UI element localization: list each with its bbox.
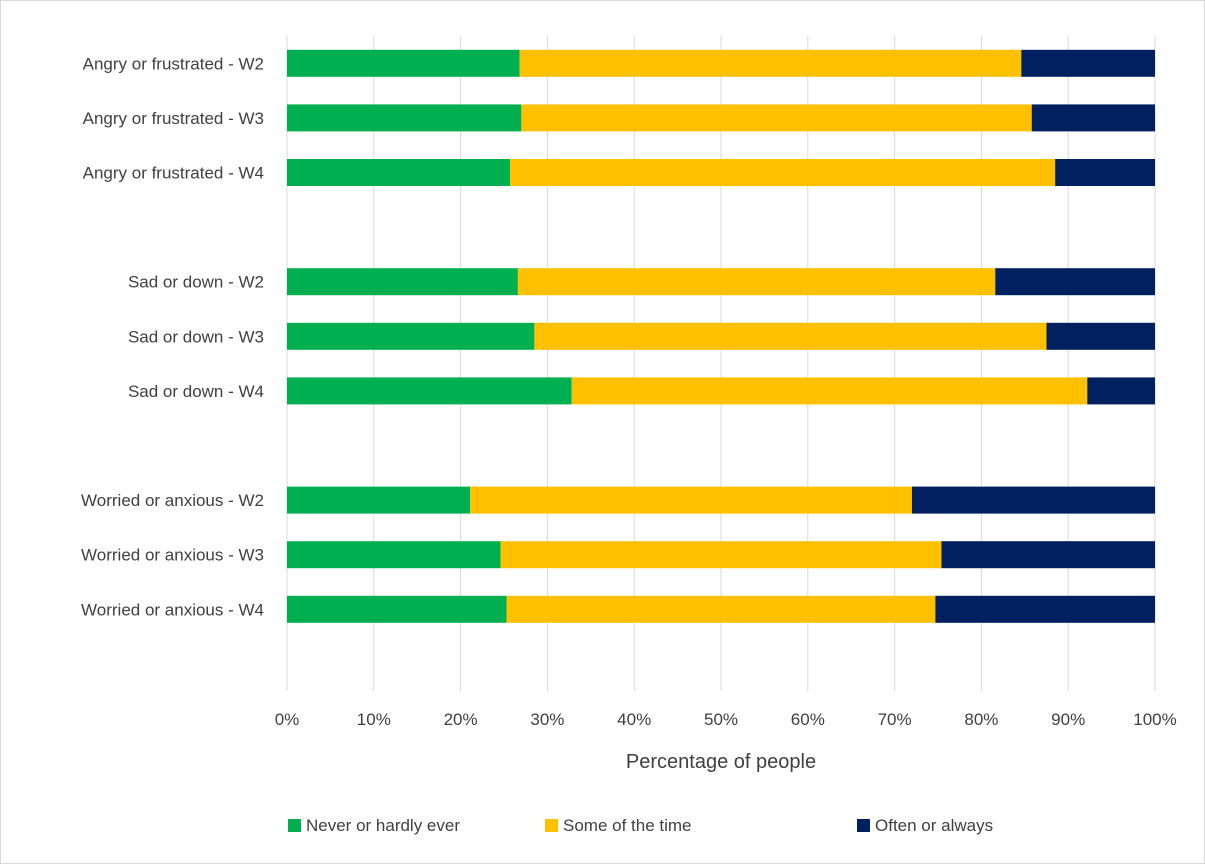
bar-segment (287, 159, 511, 186)
gridlines (286, 36, 1156, 691)
x-tick-label: 10% (357, 710, 391, 729)
bar-segment (510, 159, 1056, 186)
bar-segment (287, 595, 507, 623)
bar-segment (911, 486, 1155, 514)
category-label: Worried or anxious - W4 (81, 600, 264, 619)
x-tick-label: 50% (704, 710, 738, 729)
bar-segment (287, 377, 572, 405)
bar-segment (287, 486, 471, 514)
bar-segment (287, 49, 520, 77)
category-label: Sad or down - W4 (128, 382, 264, 401)
bar-segment (995, 268, 1155, 296)
bar-segment (517, 268, 996, 296)
bar-segment (1087, 377, 1155, 405)
bar-segment (519, 49, 1022, 77)
bar-segment (935, 595, 1155, 623)
legend-swatch (857, 819, 870, 832)
bar-segment (941, 541, 1155, 569)
x-tick-label: 100% (1133, 710, 1176, 729)
x-tick-label: 0% (275, 710, 300, 729)
bar-segment (470, 486, 912, 514)
bar-segment (287, 104, 522, 132)
bar-segment (571, 377, 1088, 405)
legend-swatch (545, 819, 558, 832)
category-label: Worried or anxious - W2 (81, 491, 264, 510)
bars (287, 49, 1155, 623)
legend-label: Never or hardly ever (306, 816, 460, 835)
x-tick-label: 80% (964, 710, 998, 729)
category-label: Sad or down - W3 (128, 327, 264, 346)
category-labels: Angry or frustrated - W2 Angry or frustra… (81, 54, 264, 619)
legend: Never or hardly ever Some of the time Ofte… (288, 816, 993, 835)
x-tick-label: 70% (878, 710, 912, 729)
category-label: Angry or frustrated - W2 (83, 54, 264, 73)
category-label: Sad or down - W2 (128, 273, 264, 292)
x-tick-label: 40% (617, 710, 651, 729)
legend-swatch (288, 819, 301, 832)
bar-segment (1046, 322, 1155, 350)
x-axis-title: Percentage of people (626, 751, 816, 773)
bar-segment (1031, 104, 1155, 132)
bar-segment (1021, 49, 1155, 77)
bar-segment (1055, 159, 1155, 186)
bar-segment (521, 104, 1032, 132)
category-label: Angry or frustrated - W3 (83, 109, 264, 128)
x-tick-label: 20% (444, 710, 478, 729)
bar-segment (500, 541, 942, 569)
legend-label: Some of the time (563, 816, 692, 835)
bar-segment (287, 268, 518, 296)
category-label: Worried or anxious - W3 (81, 546, 264, 565)
x-tick-label: 30% (530, 710, 564, 729)
bar-segment (287, 322, 535, 350)
x-tick-label: 90% (1051, 710, 1085, 729)
x-tick-labels: 0% 10% 20% 30% 40% 50% 60% 70% 80% 90% 100% (275, 710, 1177, 729)
legend-label: Often or always (875, 816, 993, 835)
x-tick-label: 60% (791, 710, 825, 729)
bar-segment (287, 541, 501, 569)
category-label: Angry or frustrated - W4 (83, 164, 264, 183)
bar-segment (534, 322, 1047, 350)
bar-segment (506, 595, 936, 623)
